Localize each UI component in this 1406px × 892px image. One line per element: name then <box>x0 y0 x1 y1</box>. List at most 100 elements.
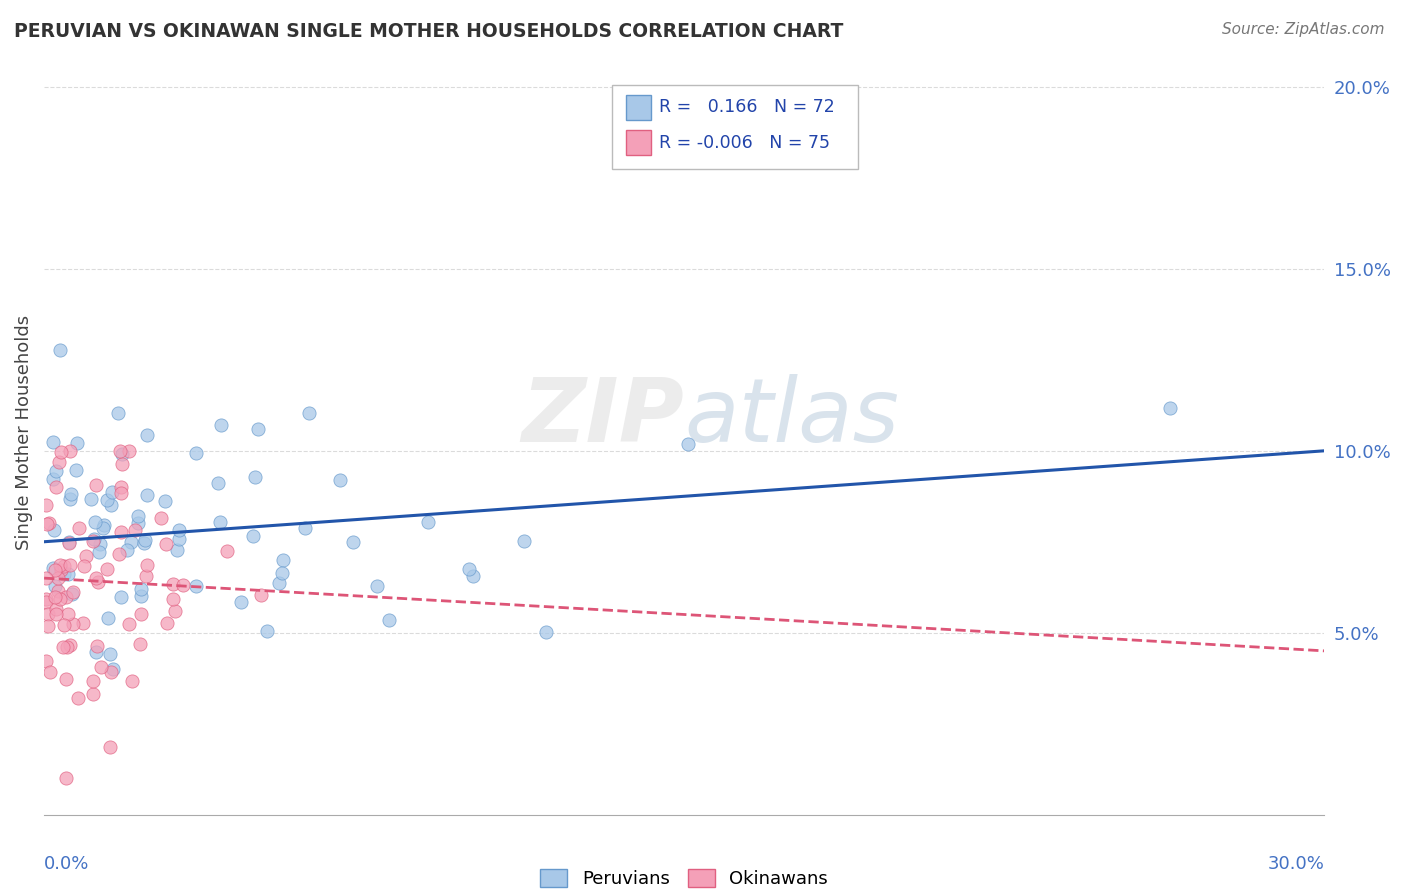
Point <box>1159 401 1181 415</box>
Point <box>41 561 63 575</box>
Point <box>162 592 184 607</box>
Point <box>121 534 143 549</box>
Point <box>37 607 59 621</box>
Point <box>73 559 96 574</box>
Point <box>52 640 75 654</box>
Point <box>110 486 132 500</box>
Point <box>298 406 321 420</box>
Point <box>90 660 112 674</box>
Point <box>267 576 290 591</box>
Point <box>93 517 115 532</box>
Point <box>117 543 139 558</box>
Point <box>52 567 75 582</box>
Point <box>53 618 76 632</box>
Point <box>82 687 104 701</box>
Point <box>37 619 59 633</box>
Point <box>56 607 79 621</box>
Point <box>44 579 66 593</box>
Point <box>117 443 139 458</box>
Point <box>107 405 129 419</box>
Point <box>98 739 121 754</box>
Point <box>38 516 60 530</box>
Point <box>209 417 232 432</box>
Point <box>129 607 152 621</box>
Point <box>59 558 82 572</box>
Point <box>67 520 90 534</box>
Point <box>162 576 184 591</box>
Point <box>80 492 103 507</box>
Point <box>108 443 131 458</box>
Point <box>84 478 107 492</box>
Point <box>53 559 76 574</box>
Point <box>270 566 292 580</box>
Point <box>62 616 84 631</box>
Text: PERUVIAN VS OKINAWAN SINGLE MOTHER HOUSEHOLDS CORRELATION CHART: PERUVIAN VS OKINAWAN SINGLE MOTHER HOUSE… <box>14 22 844 41</box>
Point <box>59 638 82 652</box>
Point <box>242 528 264 542</box>
Point <box>110 590 132 604</box>
Point <box>536 625 558 640</box>
Text: ZIP: ZIP <box>522 374 685 461</box>
Point <box>121 673 143 688</box>
Point <box>512 534 534 549</box>
Point <box>55 590 77 604</box>
Point <box>56 567 79 582</box>
Text: 0.0%: 0.0% <box>44 855 90 872</box>
Point <box>366 579 388 593</box>
Point <box>35 498 58 512</box>
Point <box>35 516 58 531</box>
Point <box>342 535 364 549</box>
Point <box>135 568 157 582</box>
Point <box>48 591 70 606</box>
Point <box>62 585 84 599</box>
Point <box>66 691 89 706</box>
Point <box>124 523 146 537</box>
Point <box>44 590 66 604</box>
Point <box>127 509 149 524</box>
Y-axis label: Single Mother Households: Single Mother Households <box>15 315 32 550</box>
Point <box>45 480 67 494</box>
Point <box>42 435 65 450</box>
Point <box>84 645 107 659</box>
Point <box>58 534 80 549</box>
Point <box>135 488 157 502</box>
Point <box>58 536 80 550</box>
Point <box>118 616 141 631</box>
Point <box>247 422 270 436</box>
Point <box>56 640 79 654</box>
Point <box>46 571 69 585</box>
Point <box>55 672 77 686</box>
Point <box>44 523 66 537</box>
Point <box>294 521 316 535</box>
Point <box>59 443 82 458</box>
Text: 30.0%: 30.0% <box>1267 855 1324 872</box>
Point <box>55 771 77 785</box>
Point <box>97 611 120 625</box>
Point <box>136 427 159 442</box>
Point <box>100 665 122 679</box>
Point <box>45 607 67 621</box>
Point <box>418 516 440 530</box>
Point <box>100 498 122 512</box>
Point <box>250 589 273 603</box>
Point <box>60 587 83 601</box>
Point <box>66 436 89 450</box>
Point <box>110 525 132 540</box>
Legend: Peruvians, Okinawans: Peruvians, Okinawans <box>531 860 837 892</box>
Point <box>91 520 114 534</box>
Point <box>35 571 58 585</box>
Point <box>35 595 58 609</box>
Point <box>35 592 58 607</box>
Point <box>271 553 294 567</box>
Point <box>136 558 159 572</box>
Point <box>45 464 67 478</box>
Point <box>86 639 108 653</box>
Point <box>172 578 194 592</box>
Point <box>129 589 152 603</box>
Point <box>163 604 186 618</box>
Point <box>215 543 238 558</box>
Text: Source: ZipAtlas.com: Source: ZipAtlas.com <box>1222 22 1385 37</box>
Point <box>101 662 124 676</box>
Point <box>72 616 94 631</box>
Point <box>128 637 150 651</box>
